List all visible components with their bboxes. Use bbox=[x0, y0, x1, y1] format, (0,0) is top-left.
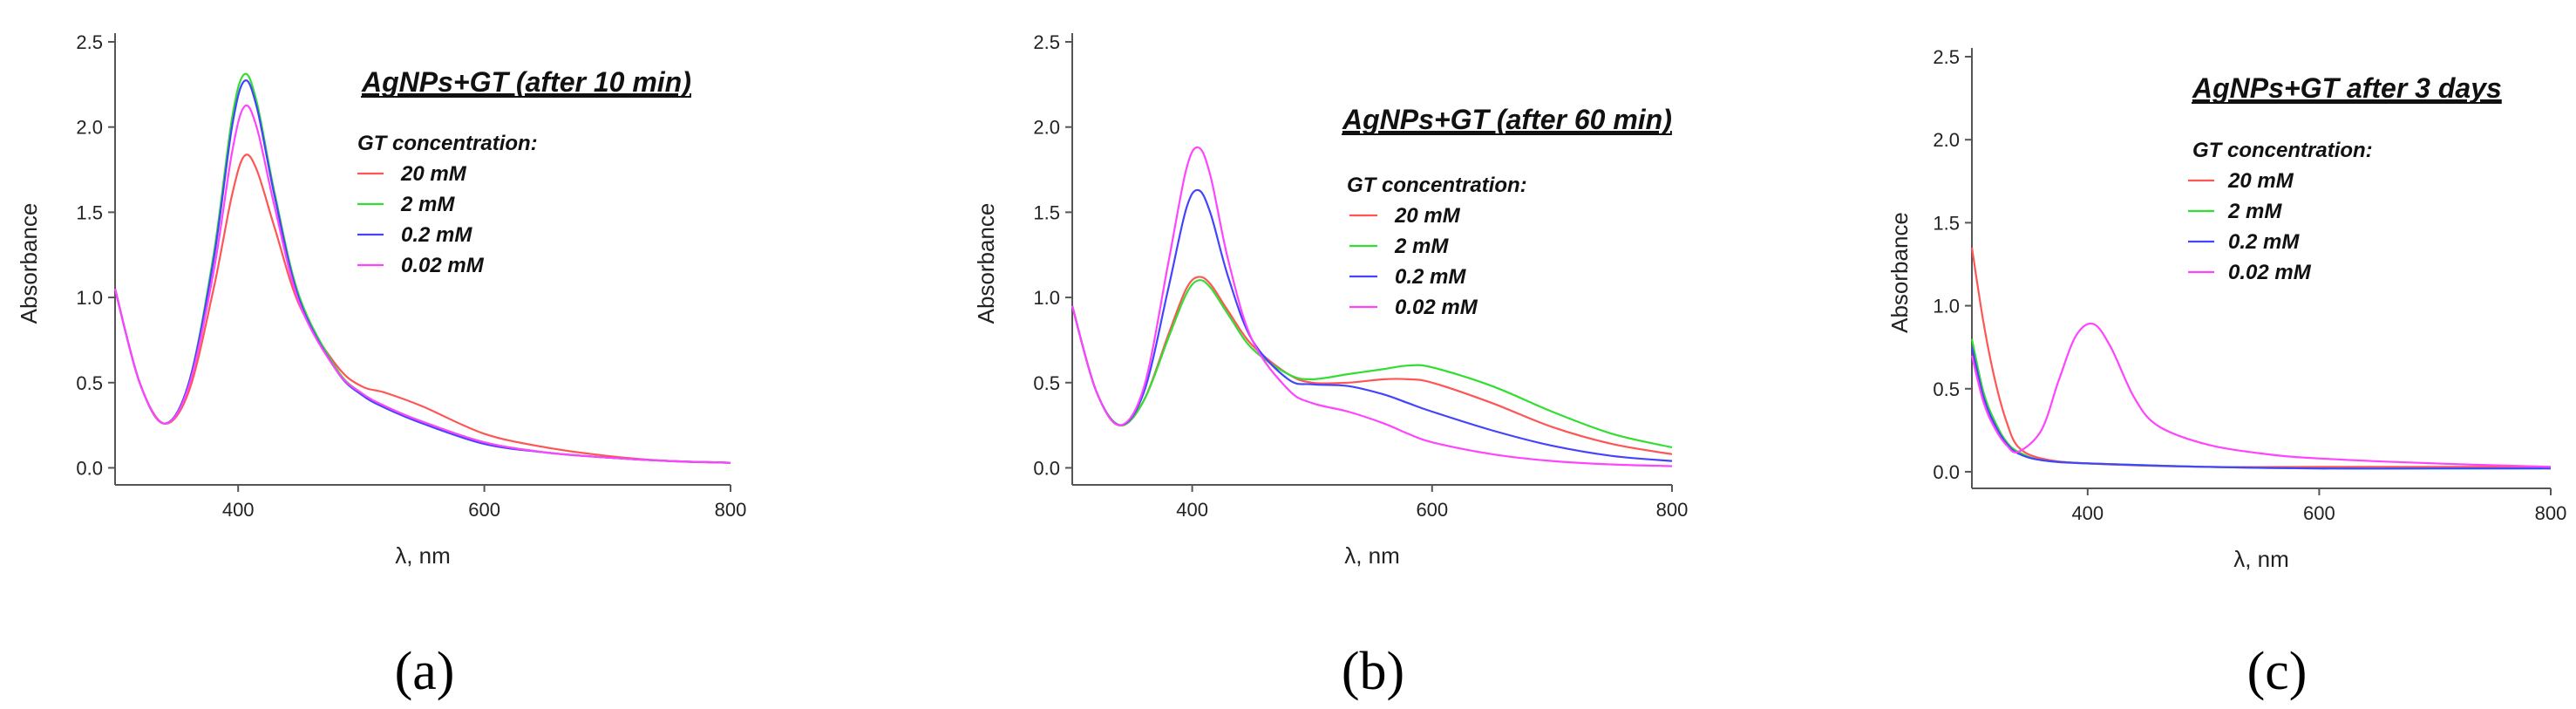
x-axis-label: λ, nm bbox=[395, 542, 451, 569]
chart-title: AgNPs+GT after 3 days bbox=[2192, 72, 2502, 104]
y-tick-label: 2.5 bbox=[1033, 31, 1060, 53]
legend-entry: 20 mM bbox=[400, 162, 467, 186]
legend-title: GT concentration: bbox=[2192, 139, 2373, 162]
panel-c: 0.0 0.5 1.0 1.5 2.0 2.5 400 600 800 λ, nm Absorban… bbox=[1886, 46, 2566, 701]
legend-title: GT concentration: bbox=[1347, 174, 1527, 197]
series-line-20-mm bbox=[1071, 276, 1673, 455]
legend-title: GT concentration: bbox=[357, 132, 538, 155]
x-tick-label: 400 bbox=[2071, 502, 2104, 524]
y-tick-label: 1.5 bbox=[1933, 212, 1960, 234]
legend-entry: 20 mM bbox=[2227, 169, 2294, 193]
panel-label: (b) bbox=[1342, 642, 1404, 701]
y-tick-label: 1.5 bbox=[76, 201, 103, 223]
x-tick-label: 800 bbox=[2535, 502, 2567, 524]
legend-entry: 0.02 mM bbox=[401, 254, 485, 277]
y-tick-label: 2.0 bbox=[1033, 117, 1060, 139]
legend-entry: 0.2 mM bbox=[1395, 265, 1466, 289]
y-tick-label: 0.5 bbox=[1933, 378, 1960, 400]
x-axis-label: λ, nm bbox=[1344, 542, 1400, 569]
y-tick-label: 0.0 bbox=[1933, 461, 1960, 483]
series-line-0.2-mm bbox=[1970, 346, 2551, 470]
x-tick-label: 400 bbox=[222, 499, 255, 521]
legend-entry: 20 mM bbox=[1394, 204, 1461, 228]
y-tick-label: 0.5 bbox=[76, 372, 103, 394]
legend-entry: 0.2 mM bbox=[401, 223, 472, 247]
y-tick-label: 2.0 bbox=[1933, 129, 1960, 151]
series-line-20-mm bbox=[113, 153, 731, 464]
legend-entry: 2 mM bbox=[1394, 235, 1449, 258]
x-axis-label: λ, nm bbox=[2233, 546, 2289, 572]
y-axis-label: Absorbance bbox=[973, 203, 999, 324]
series-line-0.02-mm bbox=[1970, 322, 2552, 468]
x-tick-label: 600 bbox=[468, 499, 500, 521]
x-tick-label: 400 bbox=[1176, 499, 1208, 521]
legend-entry: 2 mM bbox=[400, 193, 455, 216]
x-tick-label: 800 bbox=[715, 499, 747, 521]
y-tick-label: 0.0 bbox=[1033, 457, 1060, 479]
y-axis-label: Absorbance bbox=[16, 203, 42, 324]
y-tick-label: 0.0 bbox=[76, 457, 103, 479]
y-tick-label: 2.5 bbox=[76, 31, 103, 53]
y-tick-label: 1.5 bbox=[1033, 201, 1060, 223]
series-line-2-mm bbox=[1071, 279, 1673, 449]
chart-title: AgNPs+GT (after 60 min) bbox=[1342, 104, 1672, 135]
x-tick-label: 800 bbox=[1656, 499, 1689, 521]
chart-title: AgNPs+GT (after 10 min) bbox=[361, 66, 691, 98]
legend-entry: 0.2 mM bbox=[2228, 230, 2300, 254]
y-tick-label: 2.0 bbox=[76, 117, 103, 139]
panel-label: (a) bbox=[395, 642, 455, 701]
series-line-0.02-mm bbox=[113, 104, 731, 464]
y-tick-label: 1.0 bbox=[1933, 296, 1960, 317]
series-line-0.02-mm bbox=[1071, 146, 1673, 467]
legend-entry: 0.02 mM bbox=[2228, 261, 2312, 284]
legend-entry: 2 mM bbox=[2227, 200, 2282, 223]
y-tick-label: 0.5 bbox=[1033, 372, 1060, 394]
y-tick-label: 1.0 bbox=[76, 287, 103, 309]
legend-entry: 0.02 mM bbox=[1395, 296, 1478, 319]
panel-a: 0.0 0.5 1.0 1.5 2.0 2.5 400 600 800 λ, nm Absorban… bbox=[16, 31, 746, 701]
panel-b: 0.0 0.5 1.0 1.5 2.0 2.5 400 600 800 λ, nm Absorban… bbox=[973, 31, 1688, 701]
y-tick-label: 1.0 bbox=[1033, 287, 1060, 309]
y-tick-label: 2.5 bbox=[1933, 46, 1960, 68]
series-line-0.2-mm bbox=[1071, 188, 1673, 462]
series-line-2-mm bbox=[1970, 338, 2551, 470]
x-tick-label: 600 bbox=[1416, 499, 1448, 521]
panel-label: (c) bbox=[2247, 642, 2308, 701]
y-axis-label: Absorbance bbox=[1886, 212, 1913, 333]
x-tick-label: 600 bbox=[2303, 502, 2335, 524]
